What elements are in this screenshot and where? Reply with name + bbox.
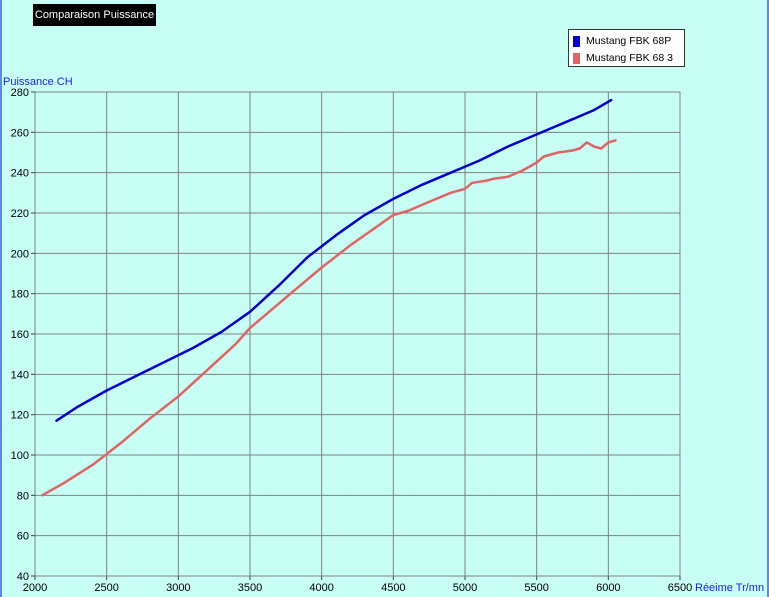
legend-label-1: Mustang FBK 68P — [586, 35, 672, 47]
y-tick-label: 160 — [11, 329, 29, 341]
legend-label-2: Mustang FBK 68 3 — [586, 52, 673, 64]
x-tick-label: 4000 — [309, 582, 333, 594]
y-tick-label: 40 — [17, 571, 29, 583]
grid-lines — [31, 91, 681, 580]
y-tick-label: 80 — [17, 490, 29, 502]
legend: Mustang FBK 68P Mustang FBK 68 3 — [568, 29, 685, 67]
x-axis-title: Réeime Tr/mn — [695, 582, 764, 594]
chart-title: Comparaison Puissance — [33, 4, 156, 26]
legend-item-2: Mustang FBK 68 3 — [573, 51, 673, 65]
y-tick-label: 140 — [11, 369, 29, 381]
x-tick-label: 3500 — [238, 582, 262, 594]
x-tick-label: 5500 — [524, 582, 548, 594]
x-tick-label: 2000 — [23, 582, 47, 594]
x-tick-label: 2500 — [94, 582, 118, 594]
legend-item-1: Mustang FBK 68P — [573, 34, 671, 48]
x-tick-label: 6500 — [668, 582, 692, 594]
series-layer — [40, 98, 617, 497]
y-tick-label: 260 — [11, 127, 29, 139]
x-tick-labels: 2000 2500 3000 3500 4000 4500 5000 5500 6000 6500 — [23, 582, 692, 594]
y-axis-title: Puissance CH — [3, 76, 73, 88]
y-tick-label: 180 — [11, 289, 29, 301]
x-tick-label: 4500 — [381, 582, 405, 594]
y-tick-label: 100 — [11, 450, 29, 462]
y-tick-label: 60 — [17, 531, 29, 543]
x-tick-label: 6000 — [596, 582, 620, 594]
series-line-1 — [55, 98, 613, 422]
series-line-2 — [40, 139, 617, 497]
legend-swatch-2 — [573, 52, 580, 64]
y-tick-labels: 40 60 80 100 120 140 160 180 200 220 240 260 280 — [11, 87, 29, 583]
x-tick-label: 3000 — [166, 582, 190, 594]
y-tick-label: 280 — [11, 87, 29, 99]
legend-swatch-1 — [573, 35, 580, 47]
y-tick-label: 220 — [11, 208, 29, 220]
y-tick-label: 240 — [11, 168, 29, 180]
x-tick-label: 5000 — [453, 582, 477, 594]
y-tick-label: 200 — [11, 248, 29, 260]
y-tick-label: 120 — [11, 410, 29, 422]
